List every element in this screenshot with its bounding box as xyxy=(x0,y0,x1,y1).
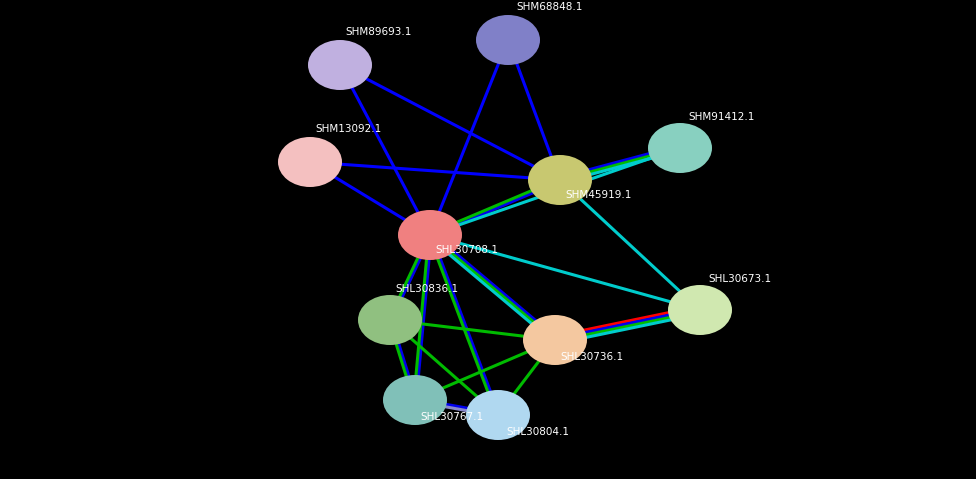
Text: SHL30736.1: SHL30736.1 xyxy=(560,352,623,362)
Text: SHM68848.1: SHM68848.1 xyxy=(516,2,583,12)
Text: SHM13092.1: SHM13092.1 xyxy=(315,124,382,134)
Text: SHL30804.1: SHL30804.1 xyxy=(506,427,569,437)
Ellipse shape xyxy=(398,210,462,260)
Text: SHM89693.1: SHM89693.1 xyxy=(345,27,411,37)
Ellipse shape xyxy=(668,285,732,335)
Ellipse shape xyxy=(466,390,530,440)
Ellipse shape xyxy=(528,155,592,205)
Ellipse shape xyxy=(358,295,422,345)
Ellipse shape xyxy=(523,315,587,365)
Ellipse shape xyxy=(308,40,372,90)
Text: SHL30767.1: SHL30767.1 xyxy=(420,412,483,422)
Text: SHM45919.1: SHM45919.1 xyxy=(565,190,631,200)
Text: SHL30836.1: SHL30836.1 xyxy=(395,284,458,294)
Text: SHL30708.1: SHL30708.1 xyxy=(435,245,498,255)
Ellipse shape xyxy=(648,123,712,173)
Text: SHM91412.1: SHM91412.1 xyxy=(688,112,754,122)
Ellipse shape xyxy=(476,15,540,65)
Ellipse shape xyxy=(278,137,342,187)
Ellipse shape xyxy=(383,375,447,425)
Text: SHL30673.1: SHL30673.1 xyxy=(708,274,771,284)
